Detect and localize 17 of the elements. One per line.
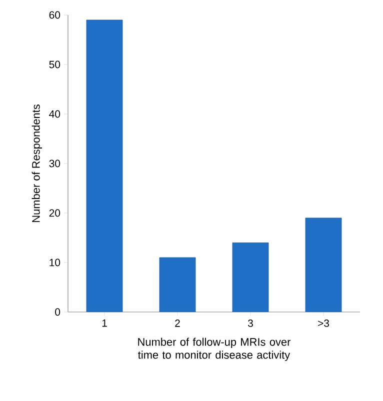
y-tick-label: 10 xyxy=(50,258,60,266)
y-axis-title: Number of Respondents xyxy=(32,104,42,222)
y-tick-label: 60 xyxy=(49,11,60,19)
bar xyxy=(159,257,196,312)
y-tick-label: 30 xyxy=(49,160,60,168)
x-tick-label: 3 xyxy=(248,320,253,327)
y-tick-label: 50 xyxy=(49,60,60,68)
bar xyxy=(232,242,269,312)
bar xyxy=(305,218,342,312)
x-axis-title: Number of follow-up MRIs over time to monitor disease activity xyxy=(138,338,291,361)
bar xyxy=(86,20,123,312)
y-tick-label: 40 xyxy=(49,110,60,118)
x-tick-label: 1 xyxy=(102,320,107,327)
x-tick-label: 2 xyxy=(175,320,180,327)
y-tick-label: 0 xyxy=(55,308,60,316)
y-tick-label: 20 xyxy=(49,209,60,217)
x-tick-label: >3 xyxy=(318,320,330,327)
